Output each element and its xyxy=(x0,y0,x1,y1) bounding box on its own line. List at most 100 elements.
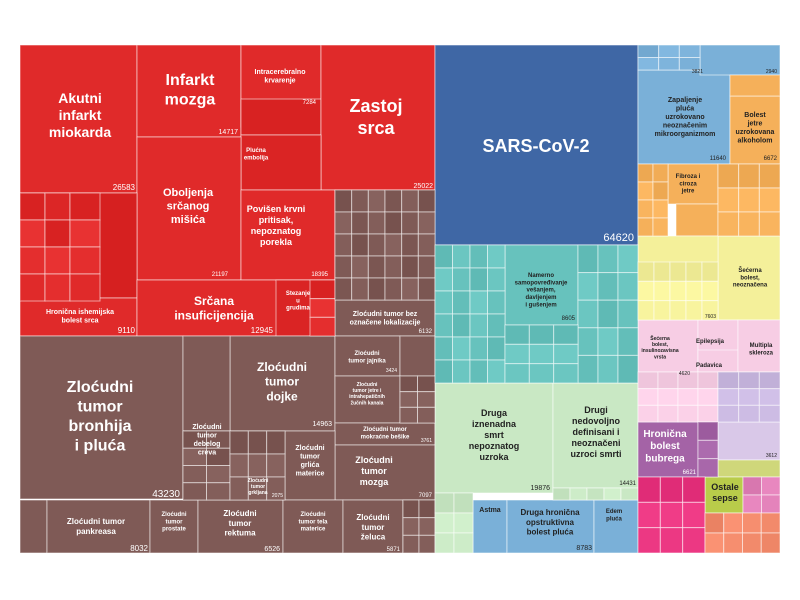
yellow-fine-cell[interactable] xyxy=(637,261,655,282)
brown-fine-top-cell[interactable] xyxy=(351,189,369,213)
brown-fine-top-cell[interactable] xyxy=(417,211,436,235)
brown-fine-top-cell[interactable] xyxy=(401,189,419,213)
teal-fine-b-cell[interactable] xyxy=(597,327,619,356)
red-fine-a-cell[interactable] xyxy=(44,273,71,302)
brown-fine-top-cell[interactable] xyxy=(334,233,353,257)
brown-fine-left-cell[interactable] xyxy=(182,482,207,501)
mag-fine-cell[interactable] xyxy=(682,501,706,529)
pink-fine-cell[interactable] xyxy=(657,404,679,423)
teal-fine-a-cell[interactable] xyxy=(452,267,471,292)
yellow-fine-cell[interactable] xyxy=(653,300,671,321)
orange-fine-b-cell[interactable] xyxy=(758,163,781,189)
orange-fine-b-cell[interactable] xyxy=(717,163,740,189)
misc-fine-cell[interactable] xyxy=(761,476,781,496)
misc-fine-b-cell[interactable] xyxy=(760,532,781,554)
teal-fine-a-cell[interactable] xyxy=(487,244,506,269)
orange-fine-b-cell[interactable] xyxy=(738,211,760,237)
red-fine-c-cell[interactable] xyxy=(309,279,336,300)
tile-bolest-jetre[interactable] xyxy=(729,95,781,165)
lavender-fine-cell[interactable] xyxy=(717,404,740,423)
misc-fine-b-cell[interactable] xyxy=(760,512,781,534)
teal-fine-a-cell[interactable] xyxy=(452,336,471,361)
brown-fine-mid-cell[interactable] xyxy=(417,391,436,408)
brown-fine-top-cell[interactable] xyxy=(367,211,386,235)
lgreen-fine-cell[interactable] xyxy=(603,487,622,501)
lavender-fine-cell[interactable] xyxy=(717,388,740,406)
teal-fine-a-cell[interactable] xyxy=(434,290,453,315)
teal-fine-a-cell[interactable] xyxy=(452,244,471,269)
teal-fine-c-cell[interactable] xyxy=(553,363,579,384)
misc-fine-b-cell[interactable] xyxy=(723,532,743,554)
mag-fine-cell[interactable] xyxy=(637,527,661,554)
red-fine-b-cell[interactable] xyxy=(69,246,101,275)
teal-fine-a-cell[interactable] xyxy=(434,244,453,269)
misc-fine-b-cell[interactable] xyxy=(742,512,762,534)
tile-akutni-infarkt[interactable] xyxy=(19,44,138,194)
lblue-fine-cell[interactable] xyxy=(658,57,680,71)
teal-fine-c-cell[interactable] xyxy=(504,324,530,345)
tile-z-bottom-left[interactable] xyxy=(19,499,48,554)
brown-fine-top-cell[interactable] xyxy=(384,211,403,235)
brown-fine-b-cell[interactable] xyxy=(247,453,268,478)
lblue-fine-cell[interactable] xyxy=(658,44,680,58)
red-fine-a-cell[interactable] xyxy=(19,192,46,221)
lgreen-fine-b-cell[interactable] xyxy=(453,492,474,514)
red-fine-b-cell[interactable] xyxy=(69,273,101,302)
brown-fine-top-cell[interactable] xyxy=(351,255,369,279)
orange-fine-cell[interactable] xyxy=(652,181,669,201)
teal-fine-c-cell[interactable] xyxy=(528,343,555,365)
misc-fine-b-cell[interactable] xyxy=(723,512,743,534)
brown-fine-top-cell[interactable] xyxy=(384,255,403,279)
lblue-fine-cell[interactable] xyxy=(678,57,701,71)
brown-fine-br-cell[interactable] xyxy=(402,517,420,536)
tile-z-debelog[interactable] xyxy=(182,335,231,432)
brown-fine-br-cell[interactable] xyxy=(418,517,436,536)
brown-fine-top-cell[interactable] xyxy=(401,233,419,257)
brown-fine-mid-cell[interactable] xyxy=(399,391,418,408)
tile-plucna-embolija[interactable] xyxy=(240,134,322,191)
brown-fine-top-cell[interactable] xyxy=(401,277,419,301)
tile-virusno[interactable] xyxy=(699,44,781,76)
purple-fine-cell[interactable] xyxy=(697,439,719,460)
brown-fine-mid-cell[interactable] xyxy=(399,375,418,393)
brown-fine-top-cell[interactable] xyxy=(351,211,369,235)
lgreen-fine-cell[interactable] xyxy=(569,487,588,501)
brown-fine-top-cell[interactable] xyxy=(334,211,353,235)
brown-fine-top-cell[interactable] xyxy=(401,255,419,279)
tile-gnojna[interactable] xyxy=(675,203,719,237)
pink-fine-cell[interactable] xyxy=(677,388,699,406)
red-fine-b-cell[interactable] xyxy=(69,219,101,248)
orange-fine-cell[interactable] xyxy=(652,163,669,183)
brown-fine-top-cell[interactable] xyxy=(401,211,419,235)
lblue-fine-cell[interactable] xyxy=(678,44,701,58)
orange-fine-cell[interactable] xyxy=(637,199,654,219)
brown-fine-br-cell[interactable] xyxy=(402,499,420,519)
brown-fine-top-cell[interactable] xyxy=(351,233,369,257)
tile-olive-strip[interactable] xyxy=(717,459,781,478)
orange-fine-cell[interactable] xyxy=(637,181,654,201)
lgreen-fine-cell[interactable] xyxy=(552,487,571,501)
teal-fine-a-cell[interactable] xyxy=(434,359,453,384)
tile-z-zeluca[interactable] xyxy=(342,499,404,554)
misc-fine-cell[interactable] xyxy=(742,476,762,496)
brown-fine-top-cell[interactable] xyxy=(334,277,353,301)
tile-astma[interactable] xyxy=(472,499,508,554)
brown-fine-b-cell[interactable] xyxy=(266,430,286,455)
tile-druga-hronicna[interactable] xyxy=(506,499,595,554)
brown-fine-top-cell[interactable] xyxy=(417,189,436,213)
teal-fine-a-cell[interactable] xyxy=(487,336,506,361)
orange-fine-cell[interactable] xyxy=(637,163,654,183)
teal-fine-a-cell[interactable] xyxy=(487,290,506,315)
lgreen-fine-b-cell[interactable] xyxy=(434,512,455,534)
mag-fine-cell[interactable] xyxy=(682,476,706,503)
yellow-fine-cell[interactable] xyxy=(701,261,719,282)
red-fine-c-cell[interactable] xyxy=(309,298,336,318)
teal-fine-b-cell[interactable] xyxy=(597,354,619,384)
teal-fine-b-cell[interactable] xyxy=(577,272,599,301)
tile-povisen-pritisak[interactable] xyxy=(240,189,336,281)
red-fine-a-cell[interactable] xyxy=(44,246,71,275)
lavender-fine-cell[interactable] xyxy=(758,404,781,423)
brown-fine-top-cell[interactable] xyxy=(367,255,386,279)
tile-z-jajnika[interactable] xyxy=(334,335,401,377)
brown-fine-left-cell[interactable] xyxy=(206,465,231,484)
